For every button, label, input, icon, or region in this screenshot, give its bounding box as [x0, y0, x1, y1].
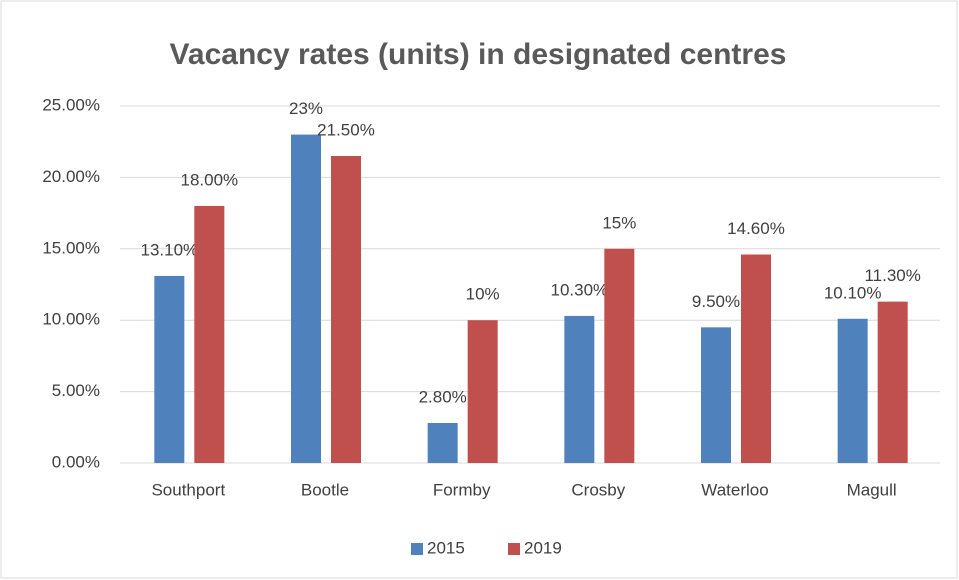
- legend-swatch: [508, 543, 520, 555]
- bar: [604, 248, 635, 463]
- data-label: 18.00%: [180, 170, 238, 189]
- data-label: 21.50%: [317, 120, 375, 139]
- y-tick-label: 10.00%: [42, 310, 100, 329]
- legend-swatch: [411, 543, 423, 555]
- bar: [564, 315, 595, 463]
- data-label: 15%: [602, 213, 636, 232]
- y-tick-label: 15.00%: [42, 238, 100, 257]
- chart-title: Vacancy rates (units) in designated cent…: [170, 38, 787, 71]
- bar: [467, 320, 498, 463]
- legend-label: 2015: [427, 538, 465, 557]
- data-label: 9.50%: [692, 292, 740, 311]
- bar: [331, 155, 361, 464]
- data-label: 2.80%: [419, 388, 467, 407]
- bar: [154, 275, 185, 463]
- bar: [877, 301, 908, 463]
- bar: [291, 134, 321, 463]
- bar: [701, 327, 731, 463]
- data-label: 13.10%: [140, 240, 198, 259]
- bar: [427, 423, 458, 463]
- x-tick-label: Formby: [433, 480, 491, 499]
- x-tick-label: Southport: [151, 480, 225, 499]
- y-tick-label: 5.00%: [52, 381, 100, 400]
- y-tick-label: 25.00%: [42, 95, 100, 114]
- legend-label: 2019: [524, 538, 562, 557]
- data-label: 10.30%: [550, 280, 608, 299]
- x-tick-label: Waterloo: [701, 480, 768, 499]
- bar: [837, 318, 868, 463]
- y-tick-label: 0.00%: [52, 452, 100, 471]
- x-tick-label: Magull: [847, 480, 897, 499]
- y-tick-label: 20.00%: [42, 167, 100, 186]
- bar: [741, 254, 771, 463]
- bar: [194, 205, 225, 463]
- data-label: 14.60%: [727, 219, 785, 238]
- data-label: 11.30%: [864, 266, 920, 285]
- data-label: 23%: [289, 99, 323, 118]
- x-tick-label: Crosby: [571, 480, 625, 499]
- data-label: 10.10%: [824, 283, 882, 302]
- x-tick-label: Bootle: [301, 480, 349, 499]
- data-label: 10%: [466, 285, 500, 304]
